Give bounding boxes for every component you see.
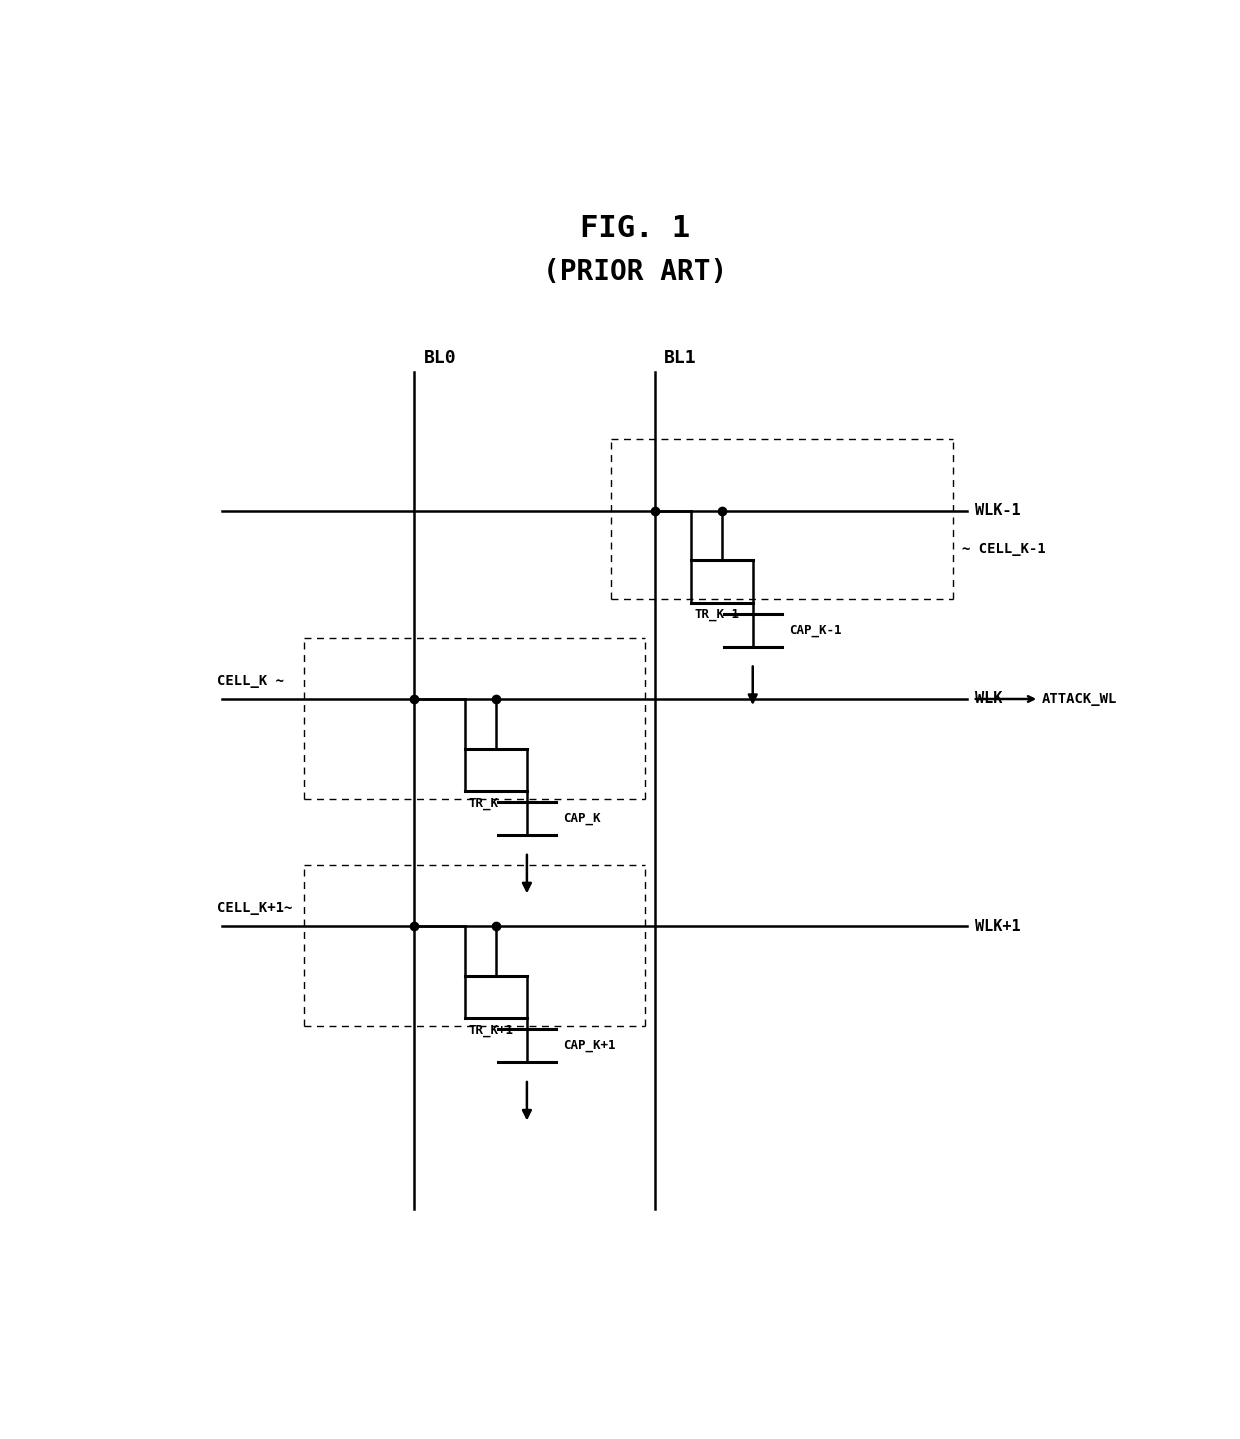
- Text: TR_K+1: TR_K+1: [469, 1023, 513, 1036]
- Text: CAP_K-1: CAP_K-1: [789, 623, 842, 637]
- Text: BL1: BL1: [665, 348, 697, 367]
- Text: (PRIOR ART): (PRIOR ART): [543, 259, 728, 286]
- Text: CAP_K: CAP_K: [563, 812, 601, 825]
- Text: TR_K: TR_K: [469, 797, 498, 810]
- Text: TR_K-1: TR_K-1: [694, 609, 739, 622]
- Text: WLK: WLK: [975, 692, 1002, 707]
- Text: CELL_K+1~: CELL_K+1~: [217, 901, 293, 915]
- Text: CAP_K+1: CAP_K+1: [563, 1039, 616, 1052]
- Text: WLK+1: WLK+1: [975, 918, 1021, 934]
- Text: WLK-1: WLK-1: [975, 504, 1021, 518]
- Text: ATTACK_WL: ATTACK_WL: [1042, 692, 1117, 707]
- Text: FIG. 1: FIG. 1: [580, 213, 691, 243]
- Text: CELL_K ~: CELL_K ~: [217, 673, 284, 688]
- Text: ~ CELL_K-1: ~ CELL_K-1: [962, 543, 1047, 557]
- Text: BL0: BL0: [424, 348, 456, 367]
